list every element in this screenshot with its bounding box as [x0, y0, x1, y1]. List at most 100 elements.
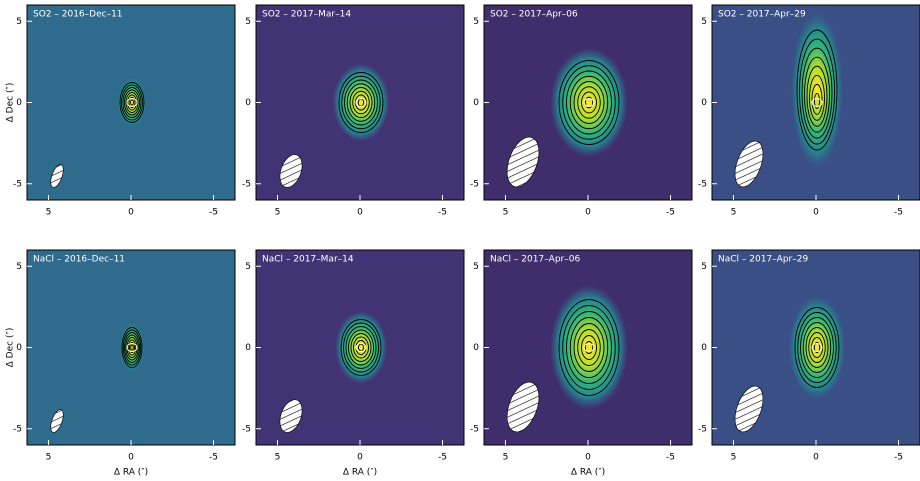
contour	[128, 97, 136, 108]
panel	[712, 250, 920, 445]
contour	[566, 311, 612, 384]
x-tick-label: 0	[813, 453, 819, 463]
emission-glow	[119, 321, 145, 374]
contour	[805, 327, 829, 368]
emission-glow	[791, 12, 843, 168]
center-marker	[126, 98, 138, 107]
y-tick-label: -5	[13, 179, 22, 189]
x-axis-label: Δ RA (″)	[114, 468, 148, 478]
panel-title: SO2 – 2016–Dec–11	[33, 10, 123, 20]
x-tick-label: -5	[438, 453, 447, 463]
contour	[577, 329, 601, 366]
y-tick-label: -5	[242, 179, 251, 189]
x-tick-label: -5	[894, 453, 903, 463]
contour	[129, 342, 135, 353]
y-tick-label: 5	[473, 17, 479, 27]
contour	[344, 79, 378, 126]
contour	[806, 65, 828, 127]
x-tick-label: 0	[128, 208, 134, 218]
emission-glow	[332, 63, 390, 142]
contour	[584, 96, 594, 109]
panel	[256, 250, 464, 445]
contour	[802, 322, 832, 373]
x-tick-label: 5	[275, 453, 281, 463]
center-marker	[811, 343, 823, 352]
contour	[584, 341, 594, 354]
y-tick-label: -5	[470, 179, 479, 189]
contour	[801, 47, 833, 139]
y-tick-label: 0	[701, 343, 707, 353]
y-tick-label: 0	[701, 98, 707, 108]
contour	[814, 92, 820, 109]
y-tick-label: 0	[16, 98, 22, 108]
panel	[27, 5, 235, 200]
x-tick-label: 5	[731, 453, 737, 463]
x-tick-label: -5	[438, 208, 447, 218]
emission-glow	[550, 47, 628, 158]
beam	[734, 385, 764, 433]
contour	[124, 332, 140, 363]
contour	[796, 29, 838, 151]
contour	[350, 333, 372, 362]
y-tick-label: 0	[473, 343, 479, 353]
x-tick-label: -5	[209, 208, 218, 218]
y-tick-label: 0	[16, 343, 22, 353]
y-tick-label: 5	[701, 262, 707, 272]
x-tick-label: 0	[357, 208, 363, 218]
contour	[340, 319, 382, 376]
x-tick-label: 5	[503, 208, 509, 218]
panel-title: SO2 – 2017–Apr–06	[490, 10, 578, 20]
contour	[569, 317, 609, 378]
x-tick-label: 0	[585, 208, 591, 218]
contour	[794, 307, 840, 388]
center-marker	[126, 343, 138, 352]
contour	[573, 323, 605, 372]
contour	[345, 326, 377, 369]
panel-title: NaCl – 2016–Dec–11	[33, 255, 125, 265]
contour	[130, 99, 134, 106]
y-tick-label: 5	[16, 262, 22, 272]
beam	[506, 136, 540, 188]
contour	[808, 332, 826, 363]
x-tick-label: -5	[666, 208, 675, 218]
x-tick-label: 5	[503, 453, 509, 463]
contour	[338, 72, 384, 133]
y-tick-label: 5	[16, 17, 22, 27]
center-marker	[355, 98, 367, 107]
x-axis-label: Δ RA (″)	[343, 468, 377, 478]
contour	[343, 322, 379, 373]
x-tick-label: 5	[275, 208, 281, 218]
x-tick-label: -5	[666, 453, 675, 463]
contour	[581, 91, 597, 114]
contour	[558, 60, 620, 145]
contour	[353, 336, 369, 359]
x-tick-label: 0	[357, 453, 363, 463]
contour	[581, 335, 597, 360]
contour	[125, 334, 139, 361]
emission-glow	[116, 76, 148, 129]
emission-glow	[335, 311, 387, 384]
panel-title: NaCl – 2017–Mar–14	[262, 255, 354, 265]
y-tick-label: 5	[245, 262, 251, 272]
beam	[506, 381, 540, 433]
y-axis-label: Δ Dec (″)	[6, 328, 16, 368]
contour	[800, 317, 834, 378]
x-tick-label: 5	[46, 208, 52, 218]
contour	[804, 56, 830, 133]
panel	[484, 250, 692, 445]
beam	[50, 409, 64, 433]
contour	[573, 81, 605, 124]
contour	[562, 305, 616, 390]
x-axis-label: Δ RA (″)	[571, 468, 605, 478]
contour	[352, 90, 370, 115]
y-tick-label: 5	[245, 17, 251, 27]
contour	[130, 344, 134, 351]
contour	[341, 75, 381, 130]
contour	[124, 89, 140, 116]
center-marker	[811, 98, 823, 107]
x-tick-label: 5	[46, 453, 52, 463]
contour	[566, 70, 612, 135]
emission-glow	[788, 295, 846, 400]
contour	[119, 82, 145, 123]
